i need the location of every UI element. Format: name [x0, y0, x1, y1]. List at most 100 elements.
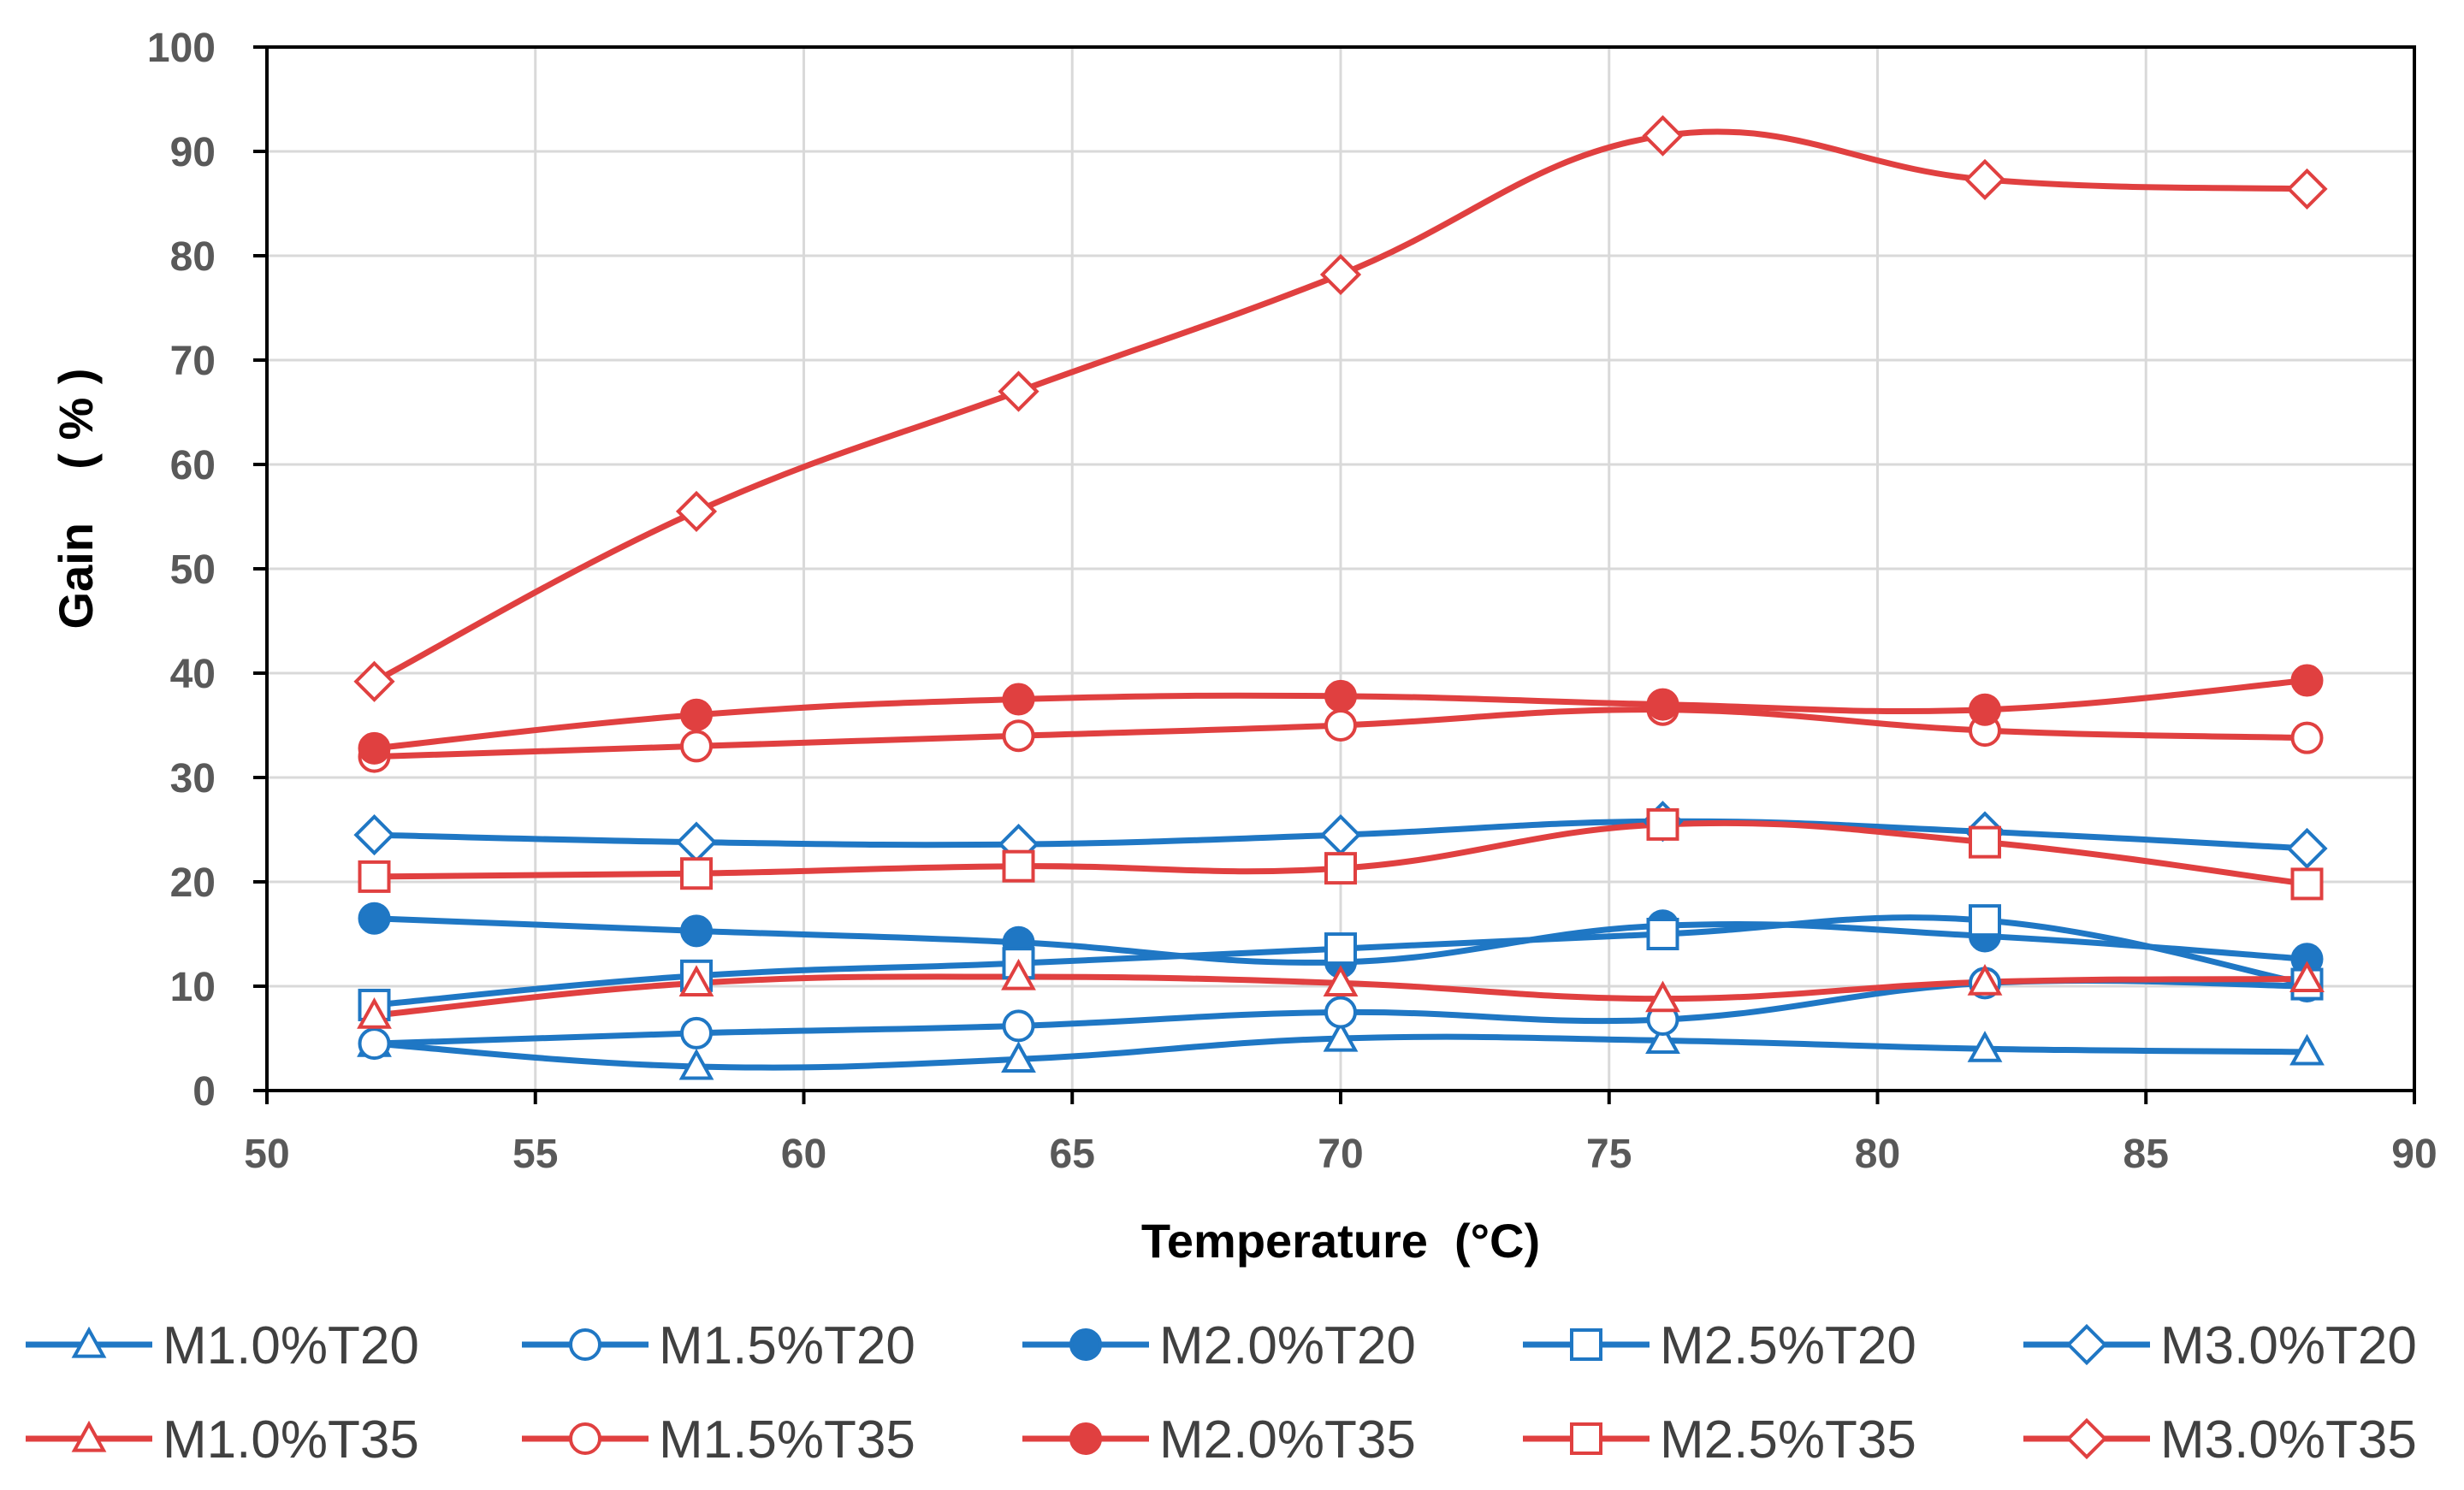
data-point-m1-0-t35: [678, 965, 714, 996]
y-tick-label: 30: [170, 756, 216, 801]
legend-marker: [2065, 1417, 2108, 1460]
legend-marker: [2065, 1323, 2108, 1366]
x-tick-label: 70: [1318, 1132, 1363, 1177]
y-tick-label: 60: [170, 443, 216, 488]
legend-label: M2.0%T20: [1159, 1316, 1416, 1375]
data-point-m1-5-t35: [1324, 709, 1357, 742]
legend-item: M1.5%T20: [522, 1316, 915, 1375]
data-point-m1-5-t35: [2290, 721, 2324, 754]
data-point-m3-0-t35: [1964, 158, 2006, 201]
data-point-m3-0-t20: [2286, 827, 2328, 870]
legend-label: M1.0%T35: [163, 1410, 419, 1469]
x-tick-label: 55: [512, 1132, 558, 1177]
x-tick-label: 75: [1586, 1132, 1632, 1177]
data-point-m3-0-t20: [353, 814, 395, 856]
y-tick-label: 80: [170, 234, 216, 280]
x-tick-label: 65: [1050, 1132, 1095, 1177]
legend-label: M1.0%T20: [163, 1316, 419, 1375]
data-point-m2-0-t35: [358, 731, 391, 765]
legend-label: M2.0%T35: [1159, 1410, 1416, 1469]
data-point-m1-0-t35: [1323, 965, 1359, 996]
legend-marker: [1570, 1422, 1602, 1455]
data-point-m1-0-t35: [2289, 961, 2325, 993]
data-point-m2-5-t35: [358, 860, 391, 893]
axes: 50 55 60 65 70 75 80 85 90 0 10 20 30 40 50 60 70 80 90 100: [147, 26, 2437, 1177]
data-point-m1-5-t20: [358, 1027, 391, 1061]
data-point-m1-0-t20: [1323, 1020, 1359, 1052]
data-point-m2-0-t35: [680, 698, 713, 731]
data-point-m2-0-t20: [680, 914, 713, 948]
data-point-m1-5-t35: [680, 730, 713, 763]
legend-marker: [71, 1326, 107, 1358]
y-axis-title: Gain ( % ): [49, 369, 103, 630]
legend-item: M2.5%T35: [1523, 1410, 1916, 1469]
legend-item: M1.5%T35: [522, 1410, 915, 1469]
legend: M1.0%T20 M1.5%T20 M2.0%T20 M2.5%T20 M3.0%T20…: [26, 1316, 2417, 1469]
legend-label: M1.5%T35: [659, 1410, 915, 1469]
y-tick-label: 10: [170, 965, 216, 1010]
data-point-m1-5-t35: [1002, 719, 1035, 753]
data-point-m3-0-t35: [353, 660, 395, 702]
legend-item: M1.0%T35: [26, 1410, 419, 1469]
data-point-m2-5-t35: [1324, 852, 1357, 885]
data-point-m1-0-t20: [2289, 1033, 2325, 1066]
legend-label: M3.0%T35: [2160, 1410, 2417, 1469]
y-tick-label: 0: [192, 1069, 216, 1115]
data-point-m2-0-t35: [1969, 693, 2001, 726]
data-point-m2-5-t20: [1324, 932, 1357, 966]
y-tick-label: 100: [147, 26, 216, 71]
data-point-m2-0-t35: [1646, 688, 1679, 721]
data-point-m3-0-t35: [1319, 253, 1362, 296]
legend-item: M2.5%T20: [1523, 1316, 1916, 1375]
legend-item: M3.0%T35: [2023, 1410, 2417, 1469]
y-tick-label: 20: [170, 860, 216, 906]
data-point-m2-5-t35: [680, 857, 713, 890]
legend-marker: [1069, 1328, 1102, 1361]
x-tick-label: 60: [781, 1132, 826, 1177]
data-point-m1-0-t35: [1645, 980, 1680, 1013]
y-tick-label: 50: [170, 547, 216, 593]
data-point-m2-5-t20: [1969, 904, 2001, 937]
legend-marker: [1069, 1422, 1102, 1455]
legend-label: M2.5%T20: [1660, 1316, 1916, 1375]
data-point-m2-0-t20: [358, 902, 391, 935]
y-tick-label: 70: [170, 339, 216, 384]
data-point-m1-0-t35: [1967, 964, 2003, 996]
data-point-m1-0-t35: [357, 997, 392, 1029]
legend-marker: [1570, 1328, 1602, 1361]
data-point-m2-5-t35: [1002, 849, 1035, 883]
legend-label: M2.5%T35: [1660, 1410, 1916, 1469]
data-point-m2-5-t35: [1969, 825, 2001, 859]
data-point-m1-5-t20: [1002, 1009, 1035, 1043]
y-tick-label: 90: [170, 130, 216, 175]
data-point-m1-0-t20: [1001, 1041, 1036, 1073]
legend-label: M3.0%T20: [2160, 1316, 2417, 1375]
data-point-m1-0-t20: [678, 1048, 714, 1080]
data-point-m3-0-t35: [2286, 168, 2328, 210]
data-point-m3-0-t35: [998, 370, 1040, 412]
legend-marker: [569, 1422, 601, 1455]
y-tick-label: 40: [170, 652, 216, 697]
data-point-m2-0-t35: [1324, 679, 1357, 712]
legend-item: M2.0%T20: [1022, 1316, 1416, 1375]
data-point-m1-0-t35: [1001, 958, 1036, 990]
data-markers: [353, 115, 2328, 1080]
data-point-m2-0-t35: [2290, 664, 2324, 697]
data-point-m2-0-t35: [1002, 683, 1035, 716]
data-point-m1-0-t20: [1967, 1031, 2003, 1062]
x-tick-label: 80: [1855, 1132, 1900, 1177]
x-tick-label: 85: [2123, 1132, 2169, 1177]
data-point-m1-5-t20: [680, 1016, 713, 1050]
legend-marker: [569, 1328, 601, 1361]
data-point-m2-5-t35: [1646, 807, 1679, 841]
data-point-m3-0-t35: [1642, 115, 1684, 157]
x-tick-label: 90: [2391, 1132, 2437, 1177]
data-point-m1-5-t20: [1324, 996, 1357, 1029]
legend-item: M1.0%T20: [26, 1316, 419, 1375]
x-tick-label: 50: [244, 1132, 289, 1177]
legend-item: M3.0%T20: [2023, 1316, 2417, 1375]
data-point-m3-0-t35: [675, 490, 718, 532]
legend-marker: [71, 1420, 107, 1452]
data-point-m2-5-t20: [1646, 918, 1679, 950]
